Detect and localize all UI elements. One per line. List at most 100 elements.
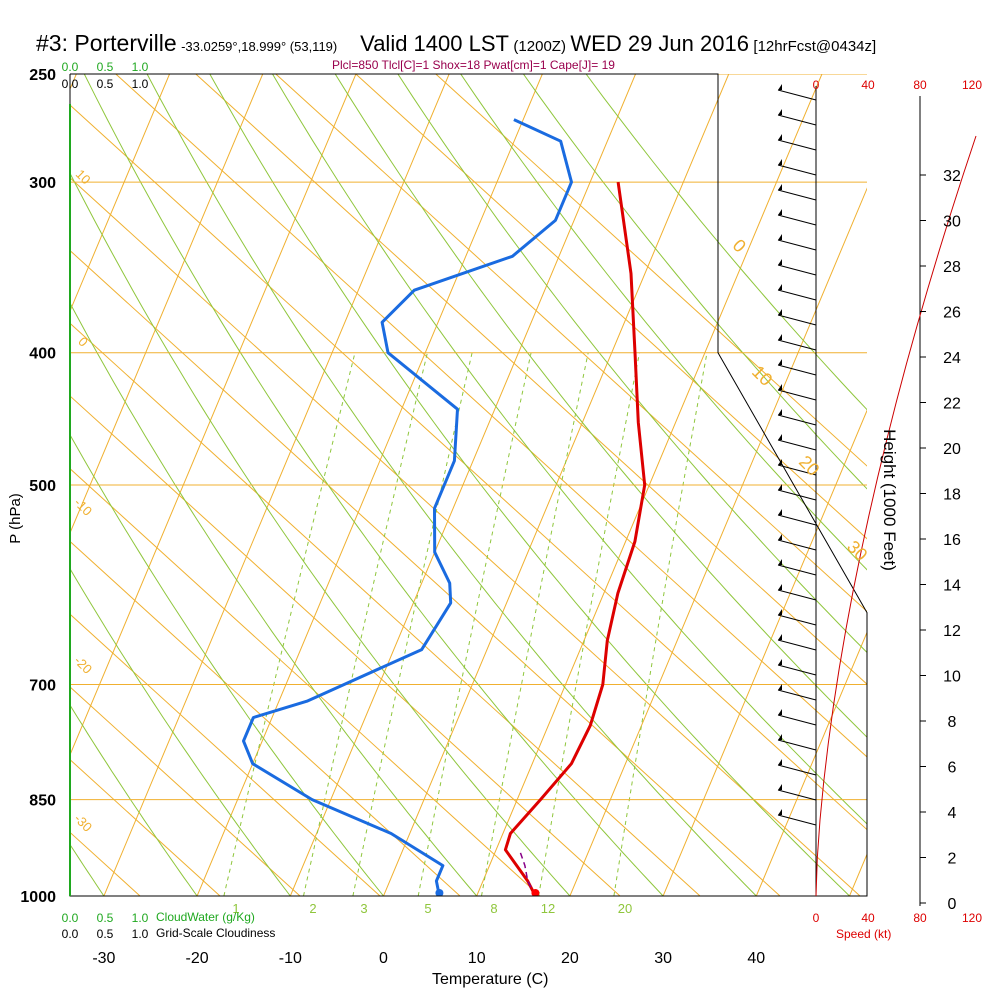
dry-adiabat-line [70,567,291,896]
wind-barb-staff [777,564,817,576]
wind-barb-flag [778,234,782,240]
speed-tick-label-bottom: 120 [962,911,982,925]
speed-tick-label-bottom: 80 [913,911,927,925]
wind-barb [777,584,817,601]
speed-tick-label-top: 80 [913,78,927,92]
x-tick-label: 0 [379,950,388,967]
cloudiness-tick-label-bottom: 1.0 [132,927,149,941]
cloudwater-tick-label-bottom: 0.5 [97,911,114,925]
cloudiness-label: Grid-Scale Cloudiness [156,926,276,940]
dry-adiabat-line [83,74,664,896]
dry-adiabat-line [522,74,867,490]
wind-barb-flag [778,359,782,365]
isotherm-line [755,631,867,896]
speed-axis-title: Speed (kt) [836,927,892,941]
wind-barb-staff [777,389,817,401]
height-tick-label: 28 [943,259,961,276]
parcel-profile [518,849,537,896]
dry-adiabat-line [70,172,571,896]
wind-barb [777,209,817,226]
cloudwater-label: CloudWater (g/Kg) [156,910,255,924]
wind-barb-flag [778,134,782,140]
wind-barb [777,409,817,426]
wind-barb-flag [778,609,782,615]
wind-barb-flag [778,509,782,515]
wind-barb-flag [778,784,782,790]
height-tick-label: 12 [943,623,961,640]
wind-barb-staff [777,764,817,776]
wind-barb [777,284,817,301]
wind-barb-staff [777,489,817,501]
wind-barb-staff [777,639,817,651]
mixing-ratio-label: 8 [490,901,497,916]
height-tick-label: 2 [948,851,957,868]
cloudwater-tick-label-bottom: 1.0 [132,911,149,925]
cloudiness-tick-label-top: 0.0 [62,77,79,91]
pressure-tick-label: 250 [29,67,56,84]
chart-header: #3: Porterville -33.0259°,18.999° (53,11… [36,30,876,57]
dewpoint-profile [242,118,573,896]
wind-barb-flag [778,309,782,315]
wind-barb-flag [778,334,782,340]
wind-barb-staff [777,689,817,701]
wind-barb-staff [777,164,817,176]
wind-barb [777,734,817,751]
wind-barb-staff [777,664,817,676]
sounding-profiles [242,118,647,896]
x-tick-label: -30 [92,950,115,967]
wind-barb-flag [778,584,782,590]
cloudwater-tick-label-bottom: 0.0 [62,911,79,925]
cloudiness-tick-label-bottom: 0.5 [97,927,114,941]
mixing-ratio-label: 2 [309,901,316,916]
plot-frame [69,73,977,906]
speed-tick-label-top: 120 [962,78,982,92]
valid-date: WED 29 Jun 2016 [570,31,749,56]
cloudiness-tick-label-top: 1.0 [132,77,149,91]
thermo-grid [70,74,867,896]
wind-barbs [777,84,817,826]
wind-barb [777,384,817,401]
wind-barb-flag [778,384,782,390]
wind-barb-staff [777,614,817,626]
wind-barb-flag [778,809,782,815]
mixing-ratio-label: 3 [360,901,367,916]
x-tick-label: -10 [279,950,302,967]
dry-adiabat-line [70,302,478,896]
x-tick-label: 30 [654,950,672,967]
temperature-profile [503,181,647,896]
wind-barb-flag [778,434,782,440]
cloudwater-tick-label-top: 0.5 [97,60,114,74]
mixing-ratio-label: 5 [424,901,431,916]
wind-barb [777,234,817,251]
height-tick-label: 22 [943,396,961,413]
cloudiness-tick-label-bottom: 0.0 [62,927,79,941]
dry-adiabat-line [209,74,850,896]
wind-barb-flag [778,109,782,115]
wind-barb [777,809,817,826]
wind-barb [777,759,817,776]
height-tick-label: 4 [948,805,957,822]
wind-barb [777,509,817,526]
valid-time: Valid 1400 LST [360,31,509,56]
wind-barb-flag [778,684,782,690]
wind-barb [777,434,817,451]
pressure-tick-label: 500 [29,478,56,495]
wind-barb-staff [777,739,817,751]
wind-barb [777,534,817,551]
wind-barb-staff [777,414,817,426]
valid-zulu: (1200Z) [513,38,566,55]
height-tick-label: 24 [943,350,961,367]
grid-diagonal-line [70,686,301,896]
grid-diagonal-line [70,540,461,896]
wind-barb [777,659,817,676]
wind-barb [777,559,817,576]
pressure-tick-label: 400 [29,346,56,363]
height-tick-label: 26 [943,305,961,322]
wind-barb-staff [777,189,817,201]
wind-barb [777,184,817,201]
wind-barb [777,159,817,176]
x-tick-label: 20 [561,950,579,967]
wind-barb [777,359,817,376]
height-tick-label: 30 [943,214,961,231]
